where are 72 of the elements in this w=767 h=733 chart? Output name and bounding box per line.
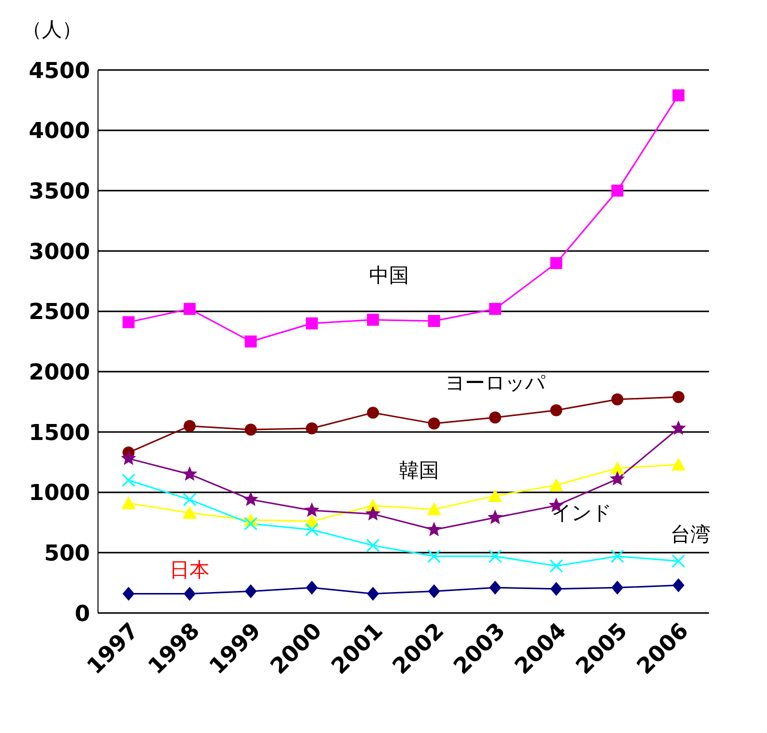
point	[550, 582, 562, 596]
point	[672, 89, 684, 102]
point	[611, 184, 624, 197]
point	[120, 450, 136, 466]
point	[122, 473, 136, 488]
point	[672, 578, 684, 592]
point	[427, 502, 442, 516]
point	[489, 412, 502, 424]
point	[549, 478, 564, 492]
point	[182, 492, 196, 506]
point	[366, 314, 379, 326]
point	[428, 418, 440, 430]
point	[366, 406, 379, 419]
series-label: 台湾	[670, 522, 710, 546]
point	[184, 302, 196, 315]
point	[611, 393, 624, 406]
point	[488, 549, 502, 564]
y-tick-label: 4000	[28, 119, 90, 144]
y-tick-label: 2000	[28, 360, 90, 386]
point	[304, 502, 320, 517]
point	[672, 554, 686, 568]
point	[610, 461, 624, 474]
point	[426, 522, 442, 536]
y-tick-label: 4500	[28, 58, 90, 84]
point	[550, 257, 562, 270]
point	[306, 422, 318, 434]
point	[366, 586, 379, 601]
y-tick-label: 3500	[28, 179, 90, 204]
point	[488, 488, 502, 502]
point	[122, 316, 135, 328]
y-tick-label: 0	[74, 602, 90, 627]
point	[182, 466, 198, 481]
point	[672, 391, 684, 404]
point	[122, 586, 135, 601]
point	[184, 420, 196, 432]
y-tick-label: 2500	[28, 300, 90, 326]
point	[550, 404, 562, 416]
point	[305, 522, 319, 537]
point	[243, 492, 258, 506]
y-axis-title: （人）	[22, 16, 82, 43]
point	[549, 559, 564, 573]
series-label: インド	[551, 500, 612, 525]
series-label: ヨーロッパ	[445, 370, 546, 395]
series-label: 日本	[170, 558, 210, 582]
point	[610, 471, 625, 486]
point	[670, 420, 686, 435]
series-label: 韓国	[399, 458, 440, 482]
y-tick-label: 500	[44, 541, 90, 566]
y-tick-label: 1000	[28, 481, 90, 506]
point	[306, 317, 318, 330]
point	[428, 584, 440, 598]
point	[365, 506, 381, 521]
point	[244, 584, 257, 598]
series-label: 中国	[368, 262, 409, 287]
point	[184, 586, 196, 601]
point	[489, 580, 502, 595]
point	[611, 580, 624, 595]
point	[244, 336, 257, 348]
point	[366, 538, 380, 552]
point	[122, 496, 136, 510]
point	[306, 580, 318, 595]
point	[610, 549, 624, 564]
point	[244, 424, 257, 436]
y-tick-label: 1500	[28, 420, 90, 446]
point	[488, 510, 503, 524]
point	[427, 549, 441, 564]
point	[182, 506, 197, 519]
point	[244, 516, 258, 531]
y-tick-label: 3000	[28, 240, 90, 265]
point	[489, 302, 502, 315]
point	[671, 458, 686, 471]
point	[428, 314, 440, 327]
